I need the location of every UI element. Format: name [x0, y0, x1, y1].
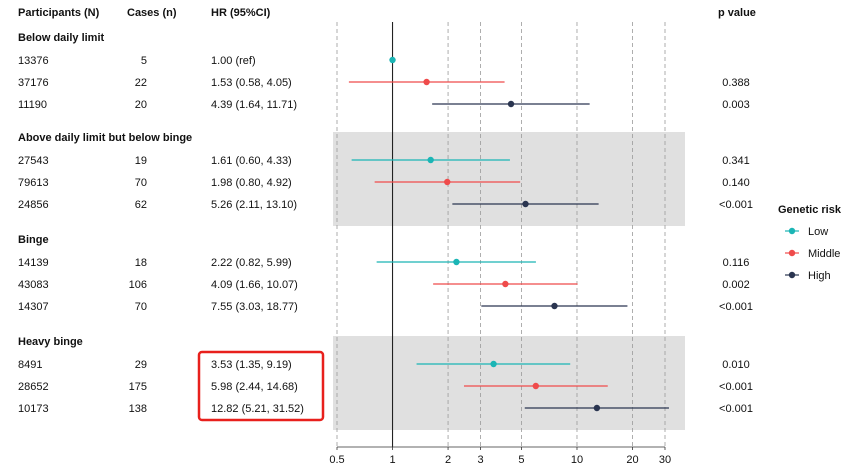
- group-label: Heavy binge: [18, 336, 83, 348]
- cases-cell: 29: [135, 359, 147, 371]
- cases-cell: 175: [129, 381, 147, 393]
- hr-cell: 1.61 (0.60, 4.33): [211, 155, 292, 167]
- group-label: Below daily limit: [18, 32, 105, 44]
- hr-cell: 1.00 (ref): [211, 55, 256, 67]
- hr-point: [423, 78, 430, 86]
- legend-label: Low: [808, 226, 828, 238]
- hr-point: [551, 302, 558, 310]
- hr-point: [507, 100, 515, 108]
- hr-cell: 3.53 (1.35, 9.19): [211, 359, 292, 371]
- x-tick-label: 0.5: [329, 454, 344, 466]
- group-label: Above daily limit but below binge: [18, 132, 192, 144]
- cases-cell: 5: [141, 55, 147, 67]
- x-tick-label: 20: [626, 454, 638, 466]
- cases-cell: 138: [129, 403, 147, 415]
- shaded-band: [333, 336, 685, 430]
- x-tick-label: 1: [389, 454, 395, 466]
- pvalue-cell: <0.001: [719, 381, 753, 393]
- cases-cell: 22: [135, 77, 147, 89]
- legend-marker: [788, 249, 796, 257]
- hr-cell: 4.09 (1.66, 10.07): [211, 279, 298, 291]
- x-tick-label: 2: [445, 454, 451, 466]
- hr-cell: 5.26 (2.11, 13.10): [211, 199, 297, 211]
- header-participants: Participants (N): [18, 7, 100, 19]
- pvalue-cell: 0.116: [723, 257, 750, 269]
- pvalue-cell: <0.001: [719, 301, 753, 313]
- x-tick-label: 5: [518, 454, 524, 466]
- legend-marker: [788, 271, 796, 279]
- header-pvalue: p value: [718, 7, 756, 19]
- cases-cell: 70: [135, 301, 147, 313]
- hr-point: [444, 178, 451, 186]
- participants-cell: 14307: [18, 301, 49, 313]
- participants-cell: 79613: [18, 177, 49, 189]
- participants-cell: 10173: [18, 403, 49, 415]
- hr-cell: 2.22 (0.82, 5.99): [211, 257, 292, 269]
- hr-point: [522, 200, 529, 208]
- header-cases: Cases (n): [127, 7, 177, 19]
- pvalue-cell: 0.002: [722, 279, 750, 291]
- participants-cell: 11190: [18, 99, 47, 111]
- hr-cell: 5.98 (2.44, 14.68): [211, 381, 298, 393]
- group-label: Binge: [18, 234, 49, 246]
- hr-point: [593, 404, 601, 412]
- hr-point: [532, 382, 539, 390]
- cases-cell: 19: [135, 155, 147, 167]
- cases-cell: 62: [135, 199, 147, 211]
- x-tick-label: 10: [571, 454, 583, 466]
- cases-cell: 106: [129, 279, 147, 291]
- hr-point: [427, 156, 434, 164]
- hr-point: [490, 360, 497, 368]
- hr-point: [389, 56, 396, 64]
- pvalue-cell: 0.003: [722, 99, 750, 111]
- cases-cell: 20: [135, 99, 147, 111]
- pvalue-cell: <0.001: [719, 403, 753, 415]
- pvalue-cell: 0.388: [722, 77, 750, 89]
- participants-cell: 13376: [18, 55, 49, 67]
- participants-cell: 27543: [18, 155, 49, 167]
- x-tick-label: 3: [477, 454, 483, 466]
- hr-cell: 7.55 (3.03, 18.77): [211, 301, 298, 313]
- hr-point: [502, 280, 509, 288]
- hr-cell: 1.98 (0.80, 4.92): [211, 177, 292, 189]
- hr-cell: 4.39 (1.64, 11.71): [211, 99, 297, 111]
- pvalue-cell: 0.140: [722, 177, 750, 189]
- participants-cell: 28652: [18, 381, 49, 393]
- participants-cell: 43083: [18, 279, 49, 291]
- legend-label: High: [808, 270, 831, 282]
- header-hr: HR (95%CI): [211, 7, 271, 19]
- legend-title: Genetic risk: [778, 204, 842, 216]
- participants-cell: 24856: [18, 199, 49, 211]
- shaded-band: [333, 132, 685, 226]
- hr-cell: 12.82 (5.21, 31.52): [211, 403, 304, 415]
- legend-label: Middle: [808, 248, 840, 260]
- hr-point: [453, 258, 460, 266]
- hr-cell: 1.53 (0.58, 4.05): [211, 77, 292, 89]
- participants-cell: 8491: [18, 359, 42, 371]
- highlight-box: [197, 350, 325, 422]
- cases-cell: 18: [135, 257, 147, 269]
- legend-marker: [788, 227, 796, 235]
- participants-cell: 37176: [18, 77, 49, 89]
- pvalue-cell: <0.001: [719, 199, 753, 211]
- x-tick-label: 30: [659, 454, 671, 466]
- pvalue-cell: 0.010: [722, 359, 750, 371]
- pvalue-cell: 0.341: [722, 155, 750, 167]
- participants-cell: 14139: [18, 257, 49, 269]
- cases-cell: 70: [135, 177, 147, 189]
